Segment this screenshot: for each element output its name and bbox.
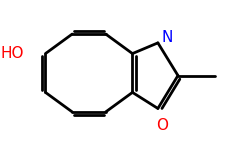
Text: O: O [156, 118, 168, 133]
Text: HO: HO [0, 46, 24, 61]
Text: N: N [162, 30, 173, 45]
